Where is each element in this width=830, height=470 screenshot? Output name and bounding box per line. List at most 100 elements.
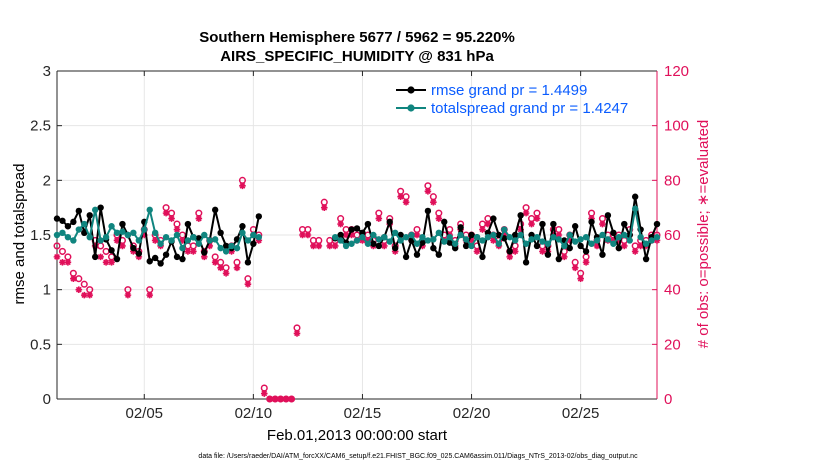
obs-evaluated-marker <box>320 204 328 211</box>
obs-evaluated-marker <box>255 237 263 244</box>
obs-possible-marker <box>435 209 443 217</box>
totalspread-point <box>157 240 164 247</box>
rmse-point <box>631 193 639 200</box>
chart-title: Southern Hemisphere 5677 / 5962 = 95.220… <box>199 29 515 46</box>
obs-evaluated-marker <box>282 395 290 403</box>
obs-evaluated-marker <box>479 226 486 233</box>
totalspread-point <box>479 237 486 244</box>
rmse-point <box>506 248 513 255</box>
obs-evaluated-marker <box>299 231 306 239</box>
totalspread-point <box>337 237 344 244</box>
obs-possible-marker <box>320 198 328 206</box>
totalspread-point <box>637 233 644 241</box>
rmse-point <box>582 248 590 255</box>
x-tick-label: 02/15 <box>344 405 382 422</box>
obs-evaluated-marker <box>588 215 595 222</box>
obs-evaluated-marker <box>59 259 66 266</box>
obs-possible-marker <box>631 242 639 250</box>
rmse-point <box>462 242 470 250</box>
rmse-point <box>539 220 546 228</box>
rmse-point <box>511 231 519 239</box>
totalspread-point <box>653 233 661 241</box>
chart-subtitle: AIRS_SPECIFIC_HUMIDITY @ 831 hPa <box>220 48 494 65</box>
obs-possible-marker <box>53 242 61 250</box>
totalspread-point <box>364 240 372 247</box>
obs-evaluated-marker <box>430 198 437 206</box>
rmse-point <box>457 224 464 231</box>
obs-evaluated-marker <box>359 237 366 244</box>
rmse-point <box>239 223 246 230</box>
obs-evaluated-marker <box>108 259 115 266</box>
totalspread-point <box>201 231 208 239</box>
obs-evaluated-marker <box>222 269 230 277</box>
totalspread-point <box>462 236 470 243</box>
rmse-point <box>430 244 437 252</box>
totalspread-point <box>588 240 595 247</box>
x-tick-label: 02/25 <box>562 405 600 422</box>
rmse-point <box>441 218 448 226</box>
y-right-tick-label: 0 <box>664 391 672 408</box>
obs-evaluated-marker <box>402 198 410 206</box>
totalspread-point <box>162 233 170 241</box>
obs-evaluated-marker <box>331 242 339 250</box>
totalspread-point <box>473 233 481 241</box>
obs-possible-marker <box>58 247 67 255</box>
totalspread-point <box>419 233 426 241</box>
obs-possible-marker <box>233 258 241 266</box>
obs-evaluated-marker <box>271 395 279 403</box>
totalspread-point <box>146 206 153 214</box>
rmse-point <box>413 251 421 258</box>
obs-possible-marker <box>429 193 437 201</box>
obs-evaluated-marker <box>582 259 590 266</box>
rmse-point <box>97 204 104 211</box>
totalspread-point <box>577 236 584 243</box>
rmse-point <box>255 213 263 220</box>
obs-evaluated-marker <box>380 242 388 250</box>
obs-possible-marker <box>162 204 170 212</box>
totalspread-point <box>604 236 612 243</box>
rmse-point <box>402 253 410 261</box>
obs-evaluated-marker <box>413 231 421 239</box>
obs-evaluated-marker <box>310 242 317 250</box>
obs-evaluated-marker <box>266 395 274 403</box>
totalspread-point <box>561 242 568 250</box>
totalspread-point <box>53 231 61 239</box>
obs-possible-marker <box>533 209 541 217</box>
totalspread-point <box>91 206 99 214</box>
obs-evaluated-marker <box>91 242 99 250</box>
rmse-point <box>211 206 219 214</box>
y-right-ticks: 0 20 40 60 80 100 120 <box>664 63 689 408</box>
obs-possible-marker <box>402 193 410 201</box>
rmse-point <box>146 258 153 265</box>
obs-evaluated-marker <box>337 220 344 228</box>
obs-evaluated-marker <box>506 253 514 261</box>
obs-possible-marker <box>173 220 181 228</box>
totalspread-point <box>190 233 197 241</box>
legend-marker-rmse <box>407 86 415 94</box>
obs-evaluated-marker <box>86 291 94 299</box>
rmse-point <box>86 212 93 219</box>
rmse-point <box>113 255 121 263</box>
totalspread-point <box>413 240 421 247</box>
obs-evaluated-marker <box>64 259 72 266</box>
totalspread-point <box>233 244 241 252</box>
obs-evaluated-marker <box>473 248 481 255</box>
rmse-point <box>621 220 628 228</box>
obs-possible-marker <box>195 209 203 217</box>
totalspread-point <box>522 240 530 247</box>
totalspread-point <box>124 231 132 239</box>
totalspread-point <box>593 237 601 244</box>
totalspread-point <box>239 229 246 237</box>
obs-evaluated-marker <box>146 291 154 299</box>
obs-evaluated-marker <box>200 253 208 261</box>
y-right-axis-label: # of obs: o=possible; ∗=evaluated <box>695 120 712 349</box>
obs-evaluated-marker <box>151 237 159 244</box>
totalspread-point <box>353 237 361 244</box>
totalspread-point <box>211 236 219 243</box>
obs-evaluated-marker <box>97 253 104 261</box>
obs-evaluated-marker <box>277 395 284 403</box>
rmse-point <box>135 250 143 257</box>
obs-possible-marker <box>522 204 530 212</box>
obs-possible-marker <box>64 253 72 261</box>
totalspread-point <box>451 240 459 247</box>
